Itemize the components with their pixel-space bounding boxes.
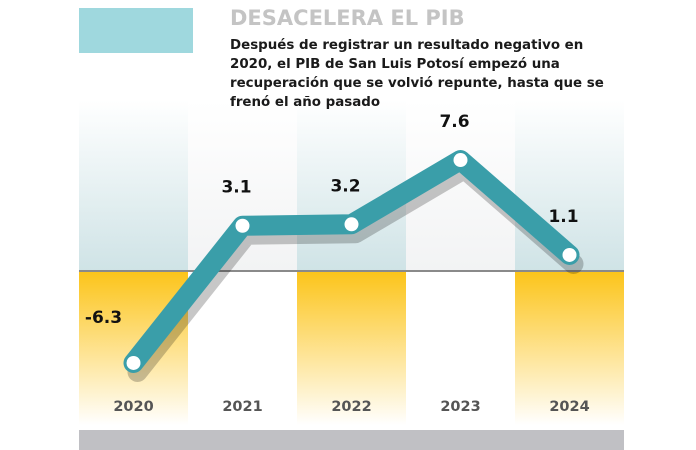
x-tick-label: 2020 <box>113 399 153 415</box>
x-tick-label: 2021 <box>222 399 262 415</box>
column-band-positive <box>297 100 406 271</box>
chart-title: DESACELERA EL PIB <box>230 6 465 30</box>
data-label: -6.3 <box>85 308 122 328</box>
data-label: 3.1 <box>221 178 251 198</box>
data-point <box>344 217 359 232</box>
x-tick-label: 2023 <box>440 399 480 415</box>
x-tick-label: 2024 <box>549 399 589 415</box>
x-tick-label: 2022 <box>331 399 371 415</box>
data-label: 1.1 <box>548 207 578 227</box>
column-band-positive <box>79 100 188 271</box>
chart-subtitle: Después de registrar un resultado negati… <box>230 38 604 110</box>
data-point <box>126 355 141 370</box>
column-band-negative <box>297 271 406 425</box>
data-point <box>562 247 577 262</box>
column-band-negative <box>515 271 624 425</box>
column-band-positive <box>188 100 297 271</box>
data-label: 3.2 <box>330 176 360 196</box>
data-label: 7.6 <box>439 112 469 132</box>
accent-box <box>79 8 193 53</box>
data-point <box>453 153 468 168</box>
data-point <box>235 218 250 233</box>
footer-bar <box>79 430 624 450</box>
